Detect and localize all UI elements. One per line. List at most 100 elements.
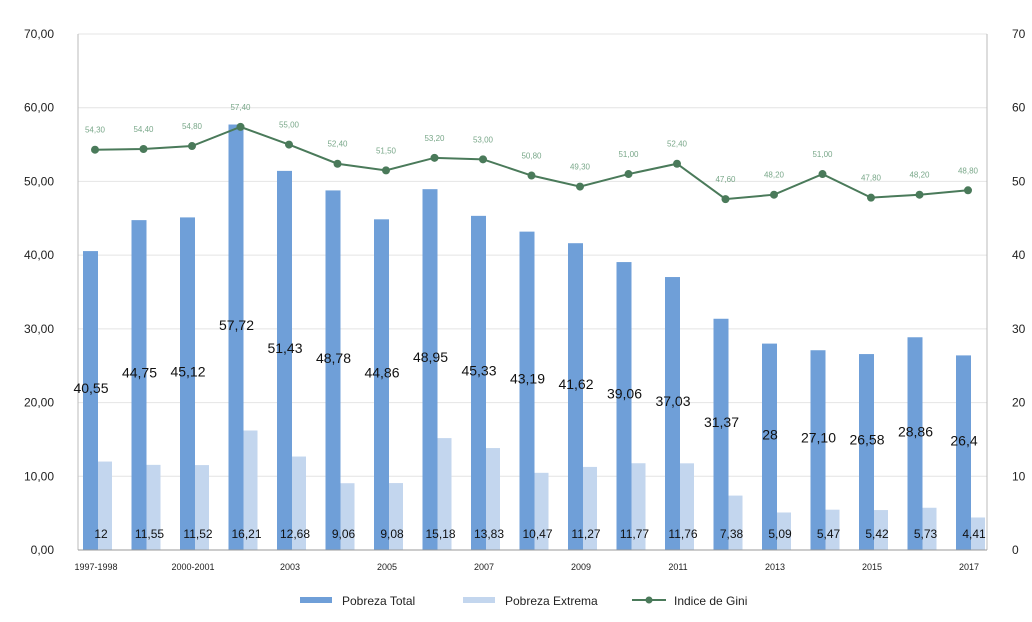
left-tick-label: 30,00: [24, 322, 54, 336]
pobreza-extrema-bar: [971, 517, 985, 550]
x-tick-label: 2007: [474, 562, 494, 572]
pobreza-total-label: 37,03: [655, 393, 690, 409]
left-tick-label: 50,00: [24, 174, 54, 188]
left-tick-label: 20,00: [24, 396, 54, 410]
legend-item: Pobreza Total: [300, 594, 415, 608]
x-tick-label: 2017: [959, 562, 979, 572]
pobreza-total-label: 57,72: [219, 317, 254, 333]
gini-point: [527, 171, 536, 180]
left-y-axis: 0,00 10,00 20,00 30,00 40,00 50,00 60,00 70,00: [24, 27, 79, 557]
legend-item: Pobreza Extrema: [463, 594, 598, 608]
pobreza-total-label: 26,4: [950, 432, 977, 448]
legend: Pobreza Total Pobreza Extrema Indice de Gi…: [300, 594, 747, 608]
pobreza-total-label: 44,75: [122, 365, 157, 381]
pobreza-extrema-label: 4,41: [962, 527, 986, 541]
right-tick-label: 50: [1012, 174, 1026, 188]
pobreza-extrema-bar: [486, 448, 500, 550]
left-tick-label: 10,00: [24, 469, 54, 483]
x-axis: 1997-1998 2000-2001 2003 2005 2007 2009 2011 20…: [74, 549, 987, 572]
pobreza-extrema-label: 5,47: [817, 527, 841, 541]
pobreza-extrema-labels: 12 11,55 11,52 16,21 12,68 9,06 9,08 15,18 13,83…: [94, 527, 986, 541]
pobreza-extrema-label: 11,77: [620, 527, 649, 541]
pobreza-total-bars: [83, 124, 971, 551]
pobreza-extrema-bar: [680, 463, 694, 550]
pobreza-total-bar: [713, 318, 729, 550]
pobreza-total-label: 51,43: [267, 340, 302, 356]
pobreza-extrema-bar: [825, 509, 840, 550]
pobreza-total-label: 45,33: [461, 363, 496, 379]
x-tick-label: 2003: [280, 562, 300, 572]
legend-label: Indice de Gini: [674, 594, 747, 608]
gini-value-label: 48,80: [958, 166, 979, 175]
pobreza-extrema-bar: [728, 495, 743, 550]
gini-value-label: 47,60: [715, 175, 736, 184]
gini-value-label: 54,30: [85, 126, 106, 135]
gini-value-label: 51,00: [812, 150, 833, 159]
pobreza-total-bar: [859, 354, 874, 550]
pobreza-total-bar: [762, 343, 777, 550]
right-tick-label: 40: [1012, 248, 1026, 262]
gini-labels: 54,30 54,40 54,80 57,40 55,00 52,40 51,50 53,20…: [85, 103, 979, 184]
pobreza-total-label: 39,06: [607, 386, 642, 402]
gini-line: [91, 122, 972, 204]
gini-value-label: 53,20: [424, 134, 445, 143]
right-tick-label: 60: [1012, 101, 1026, 115]
pobreza-extrema-label: 12: [94, 527, 108, 541]
pobreza-extrema-bar: [922, 507, 937, 550]
pobreza-extrema-label: 9,06: [332, 527, 356, 541]
pobreza-extrema-bar: [98, 461, 112, 550]
gini-point: [624, 170, 633, 179]
gini-point: [430, 153, 439, 162]
legend-item: Indice de Gini: [632, 594, 747, 608]
pobreza-total-bar: [519, 231, 535, 551]
gini-value-label: 51,50: [376, 146, 397, 155]
gini-point: [673, 159, 681, 168]
gini-value-label: 48,20: [764, 171, 785, 180]
gini-point: [867, 193, 875, 202]
gini-value-label: 51,00: [618, 150, 639, 159]
gini-point: [91, 145, 99, 154]
pobreza-total-bar: [810, 350, 826, 550]
pobreza-extrema-label: 11,52: [183, 527, 212, 541]
x-tick-label: 2013: [765, 562, 785, 572]
pobreza-extrema-label: 5,42: [865, 527, 889, 541]
gini-value-label: 55,00: [279, 121, 300, 130]
pobreza-extrema-bar: [534, 472, 549, 550]
gini-point: [721, 195, 730, 204]
pobreza-extrema-label: 11,55: [135, 527, 164, 541]
legend-label: Pobreza Extrema: [505, 594, 598, 608]
pobreza-extrema-label: 5,09: [768, 527, 792, 541]
pobreza-total-label: 28,86: [898, 423, 933, 439]
legend-label: Pobreza Total: [342, 594, 415, 608]
gini-point: [915, 190, 924, 199]
left-tick-label: 70,00: [24, 27, 54, 41]
gini-point: [236, 122, 245, 131]
pobreza-total-bar: [665, 277, 680, 550]
pobreza-total-label: 27,10: [801, 430, 836, 446]
pobreza-total-bar: [131, 220, 147, 550]
gini-point: [576, 182, 584, 191]
pobreza-total-bar: [325, 190, 341, 551]
legend-swatch: [463, 597, 495, 603]
pobreza-total-label: 41,62: [558, 376, 593, 392]
pobreza-extrema-bar: [874, 510, 888, 550]
pobreza-extrema-label: 11,76: [668, 527, 697, 541]
pobreza-extrema-bar: [195, 465, 209, 550]
pobreza-total-bar: [956, 355, 971, 550]
gini-value-label: 54,80: [182, 122, 203, 131]
pobreza-total-label: 48,95: [413, 349, 448, 365]
pobreza-extrema-bars: [98, 430, 985, 550]
gini-point: [770, 190, 778, 199]
gini-value-label: 50,80: [521, 152, 542, 161]
pobreza-total-label: 28: [762, 426, 778, 442]
gini-value-label: 49,30: [570, 163, 591, 172]
right-tick-label: 70: [1012, 27, 1026, 41]
gini-point: [818, 170, 827, 179]
right-tick-label: 10: [1012, 469, 1026, 483]
pobreza-total-bar: [374, 219, 389, 550]
pobreza-extrema-bar: [631, 463, 646, 550]
gini-value-label: 52,40: [327, 140, 348, 149]
pobreza-extrema-label: 7,38: [720, 527, 744, 541]
